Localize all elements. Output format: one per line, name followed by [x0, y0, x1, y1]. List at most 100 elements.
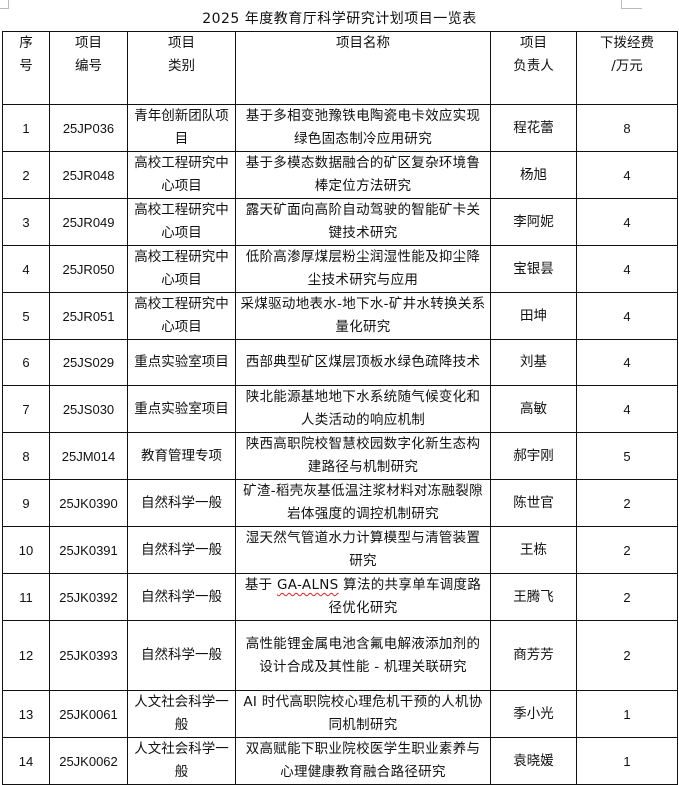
cell-name: 双高赋能下职业院校医学生职业素养与心理健康教育融合路径研究	[235, 737, 491, 785]
cell-category: 自然科学一般	[127, 479, 236, 527]
document-title: 2025 年度教育厅科学研究计划项目一览表	[202, 11, 477, 27]
table-row: 8 25JM014 教育管理专项 陕西高职院校智慧校园数字化新生态构建路径与机制研究郝…	[2, 432, 678, 480]
cell-leader: 王腾飞	[490, 573, 577, 621]
cell-code: 25JK0062	[49, 737, 128, 785]
cell-category: 自然科学一般	[127, 573, 236, 621]
cell-leader: 李阿妮	[490, 198, 577, 246]
cell-seq: 10	[2, 526, 50, 574]
cell-code: 25JR051	[49, 292, 128, 340]
cell-name: 低阶高渗厚煤层粉尘润湿性能及抑尘降尘技术研究与应用	[235, 245, 491, 293]
cell-code: 25JS029	[49, 339, 128, 386]
cell-category: 青年创新团队项目	[127, 104, 236, 152]
cell-leader: 陈世官	[490, 479, 577, 527]
cell-funding: 4	[576, 245, 678, 293]
cell-name: 高性能锂金属电池含氟电解液添加剂的设计合成及其性能 - 机理关联研究	[235, 620, 491, 691]
cell-name-text: 算法的共享单车调度路径优化研究	[328, 577, 482, 616]
cell-leader: 程花蕾	[490, 104, 577, 152]
cell-funding: 2	[576, 526, 678, 574]
cell-funding: 2	[576, 479, 678, 527]
cell-category: 人文社会科学一般	[127, 690, 236, 738]
cell-leader: 郝宇刚	[490, 432, 577, 480]
cell-name: 矿渣-稻壳灰基低温注浆材料对冻融裂隙岩体强度的调控机制研究	[235, 479, 491, 527]
cell-name: 陕北能源基地地下水系统随气候变化和人类活动的响应机制	[235, 385, 491, 433]
table-row: 12 25JK0393 自然科学一般 高性能锂金属电池含氟电解液添加剂的设计合成及其性…	[2, 620, 678, 691]
cell-code: 25JS030	[49, 385, 128, 433]
cell-seq: 2	[2, 151, 50, 199]
cell-funding: 4	[576, 385, 678, 433]
table-row: 5 25JR051 高校工程研究中心项目 采煤驱动地表水-地下水-矿井水转换关系量化研…	[2, 292, 678, 340]
cell-seq: 5	[2, 292, 50, 340]
cell-name: AI 时代高职院校心理危机干预的人机协同机制研究	[235, 690, 491, 738]
cell-category: 重点实验室项目	[127, 339, 236, 386]
cell-funding: 1	[576, 690, 678, 738]
cell-funding: 4	[576, 339, 678, 386]
cell-leader: 杨旭	[490, 151, 577, 199]
cell-funding: 5	[576, 432, 678, 480]
cell-name: 基于多相变弛豫铁电陶瓷电卡效应实现绿色固态制冷应用研究	[235, 104, 491, 152]
table-row: 7 25JS030 重点实验室项目 陕北能源基地地下水系统随气候变化和人类活动的响应机…	[2, 385, 678, 433]
cell-code: 25JK0392	[49, 573, 128, 621]
cell-category: 高校工程研究中心项目	[127, 245, 236, 293]
cell-code: 25JR048	[49, 151, 128, 199]
table-row: 13 25JK0061 人文社会科学一般 AI 时代高职院校心理危机干预的人机协同机制…	[2, 690, 678, 738]
cell-funding: 2	[576, 573, 678, 621]
header-category: 项目 类别	[127, 31, 236, 105]
cell-seq: 6	[2, 339, 50, 386]
table-row: 10 25JK0391 自然科学一般 湿天然气管道水力计算模型与清管装置研究 王栋 2	[2, 526, 678, 574]
cell-seq: 1	[2, 104, 50, 152]
table-row: 3 25JR049 高校工程研究中心项目 露天矿面向高阶自动驾驶的智能矿卡关键技术研究…	[2, 198, 678, 246]
cell-funding: 8	[576, 104, 678, 152]
cell-category: 自然科学一般	[127, 620, 236, 691]
header-row: 序号 项目 编号 项目 类别 项目名称 项目 负责人 下拨经费/万元	[2, 31, 678, 105]
cell-category: 高校工程研究中心项目	[127, 198, 236, 246]
header-seq: 序号	[2, 31, 50, 105]
table-row: 6 25JS029 重点实验室项目 西部典型矿区煤层顶板水绿色疏降技术 刘基 4	[2, 339, 678, 386]
cell-leader: 季小光	[490, 690, 577, 738]
header-name: 项目名称	[235, 31, 491, 105]
cell-name: 西部典型矿区煤层顶板水绿色疏降技术	[235, 339, 491, 386]
header-funding: 下拨经费/万元	[576, 31, 678, 105]
table-row: 2 25JR048 高校工程研究中心项目 基于多模态数据融合的矿区复杂环境鲁棒定位方法…	[2, 151, 678, 199]
cell-code: 25JM014	[49, 432, 128, 480]
cell-leader: 田坤	[490, 292, 577, 340]
cell-seq: 14	[2, 737, 50, 785]
cell-seq: 7	[2, 385, 50, 433]
cell-code: 25JP036	[49, 104, 128, 152]
table-row: 14 25JK0062 人文社会科学一般 双高赋能下职业院校医学生职业素养与心理健康教…	[2, 737, 678, 785]
table-row: 9 25JK0390 自然科学一般 矿渣-稻壳灰基低温注浆材料对冻融裂隙岩体强度的调控…	[2, 479, 678, 527]
cell-seq: 13	[2, 690, 50, 738]
cell-leader: 宝银昙	[490, 245, 577, 293]
cell-code: 25JR050	[49, 245, 128, 293]
table-row: 11 25JK0392 自然科学一般 基于 GA-ALNS 算法的共享单车调度路径优化…	[2, 573, 678, 621]
cell-seq: 8	[2, 432, 50, 480]
cell-code: 25JR049	[49, 198, 128, 246]
cell-seq: 11	[2, 573, 50, 621]
cell-funding: 4	[576, 151, 678, 199]
cell-leader: 王栋	[490, 526, 577, 574]
cell-code: 25JK0061	[49, 690, 128, 738]
cell-category: 高校工程研究中心项目	[127, 292, 236, 340]
page-corner-mark	[0, 0, 9, 9]
cell-seq: 4	[2, 245, 50, 293]
cell-name: 采煤驱动地表水-地下水-矿井水转换关系量化研究	[235, 292, 491, 340]
cell-code: 25JK0393	[49, 620, 128, 691]
cell-seq: 9	[2, 479, 50, 527]
cell-name: 陕西高职院校智慧校园数字化新生态构建路径与机制研究	[235, 432, 491, 480]
cell-name: 基于 GA-ALNS 算法的共享单车调度路径优化研究	[235, 573, 491, 621]
cell-funding: 2	[576, 620, 678, 691]
cell-code: 25JK0390	[49, 479, 128, 527]
header-leader: 项目 负责人	[490, 31, 577, 105]
project-table: 序号 项目 编号 项目 类别 项目名称 项目 负责人 下拨经费/万元 1 25JP036…	[2, 31, 678, 785]
cell-category: 人文社会科学一般	[127, 737, 236, 785]
cell-code: 25JK0391	[49, 526, 128, 574]
cell-category: 高校工程研究中心项目	[127, 151, 236, 199]
cell-seq: 12	[2, 620, 50, 691]
cell-category: 教育管理专项	[127, 432, 236, 480]
cell-leader: 高敏	[490, 385, 577, 433]
cell-category: 重点实验室项目	[127, 385, 236, 433]
spellcheck-marked-text: GA-ALNS	[277, 577, 339, 593]
cell-funding: 4	[576, 198, 678, 246]
cell-name: 露天矿面向高阶自动驾驶的智能矿卡关键技术研究	[235, 198, 491, 246]
header-code: 项目 编号	[49, 31, 128, 105]
cell-name: 湿天然气管道水力计算模型与清管装置研究	[235, 526, 491, 574]
